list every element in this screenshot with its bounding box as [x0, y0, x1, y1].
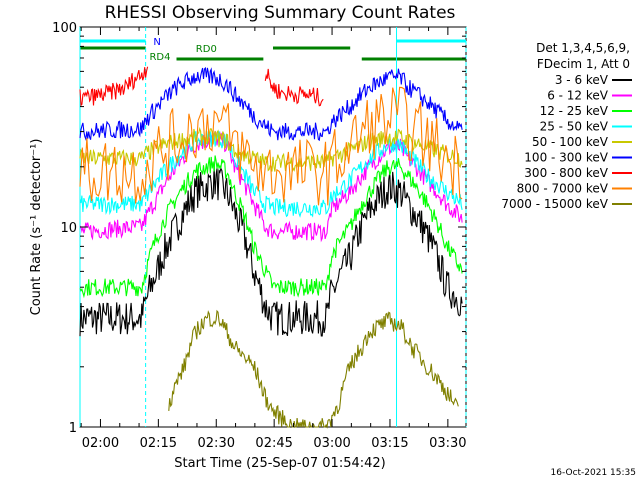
- legend-entry: 100 - 300 keV: [524, 151, 608, 165]
- legend-entry: 50 - 100 keV: [532, 135, 609, 149]
- x-tick-label: 03:30: [429, 436, 466, 451]
- generated-timestamp: 16-Oct-2021 15:35: [551, 468, 636, 478]
- series-line: [79, 66, 463, 142]
- series-lines: [79, 66, 463, 429]
- legend-entry: 25 - 50 keV: [540, 120, 609, 134]
- series-line: [79, 66, 149, 107]
- x-tick-label: 02:00: [82, 436, 119, 451]
- x-tick-label: 02:30: [198, 436, 235, 451]
- series-line: [168, 309, 459, 429]
- rate-flag-label: RD4: [149, 52, 170, 63]
- flag-bars: N RD4 RD0: [80, 37, 466, 63]
- rate-flag-label: RD0: [196, 44, 217, 55]
- legend-header: Det 1,3,4,5,6,9,: [536, 41, 630, 55]
- legend-entry: 300 - 800 keV: [524, 166, 608, 180]
- x-tick-label: 02:15: [140, 436, 177, 451]
- y-tick-label: 10: [60, 221, 77, 236]
- series-line: [264, 68, 324, 107]
- series-line: [79, 130, 463, 243]
- y-axis-ticks: 100 10 1: [52, 21, 466, 436]
- chart-title: RHESSI Observing Summary Count Rates: [105, 3, 456, 23]
- y-tick-label: 100: [52, 21, 77, 36]
- legend-entry: 3 - 6 keV: [555, 73, 609, 87]
- series-line: [79, 86, 463, 206]
- x-axis-label: Start Time (25-Sep-07 01:54:42): [174, 456, 385, 471]
- series-line: [79, 166, 463, 337]
- status-flag-label: N: [153, 37, 160, 48]
- legend-entry: 800 - 7000 keV: [517, 182, 609, 196]
- series-line: [79, 130, 463, 218]
- y-tick-label: 1: [69, 421, 77, 436]
- legend: Det 1,3,4,5,6,9, FDecim 1, Att 0 3 - 6 keV…: [501, 41, 632, 211]
- x-axis-ticks: 02:00 02:15 02:30 02:45 03:00 03:15 03:30: [80, 27, 467, 451]
- x-tick-label: 03:15: [371, 436, 408, 451]
- legend-entry: 12 - 25 keV: [540, 104, 609, 118]
- x-tick-label: 02:45: [255, 436, 292, 451]
- legend-entry: 6 - 12 keV: [547, 89, 609, 103]
- x-tick-label: 03:00: [313, 436, 350, 451]
- legend-header: FDecim 1, Att 0: [537, 57, 630, 71]
- legend-entry: 7000 - 15000 keV: [501, 197, 608, 211]
- y-axis-label: Count Rate (s⁻¹ detector⁻¹): [29, 139, 44, 316]
- series-line: [79, 155, 463, 299]
